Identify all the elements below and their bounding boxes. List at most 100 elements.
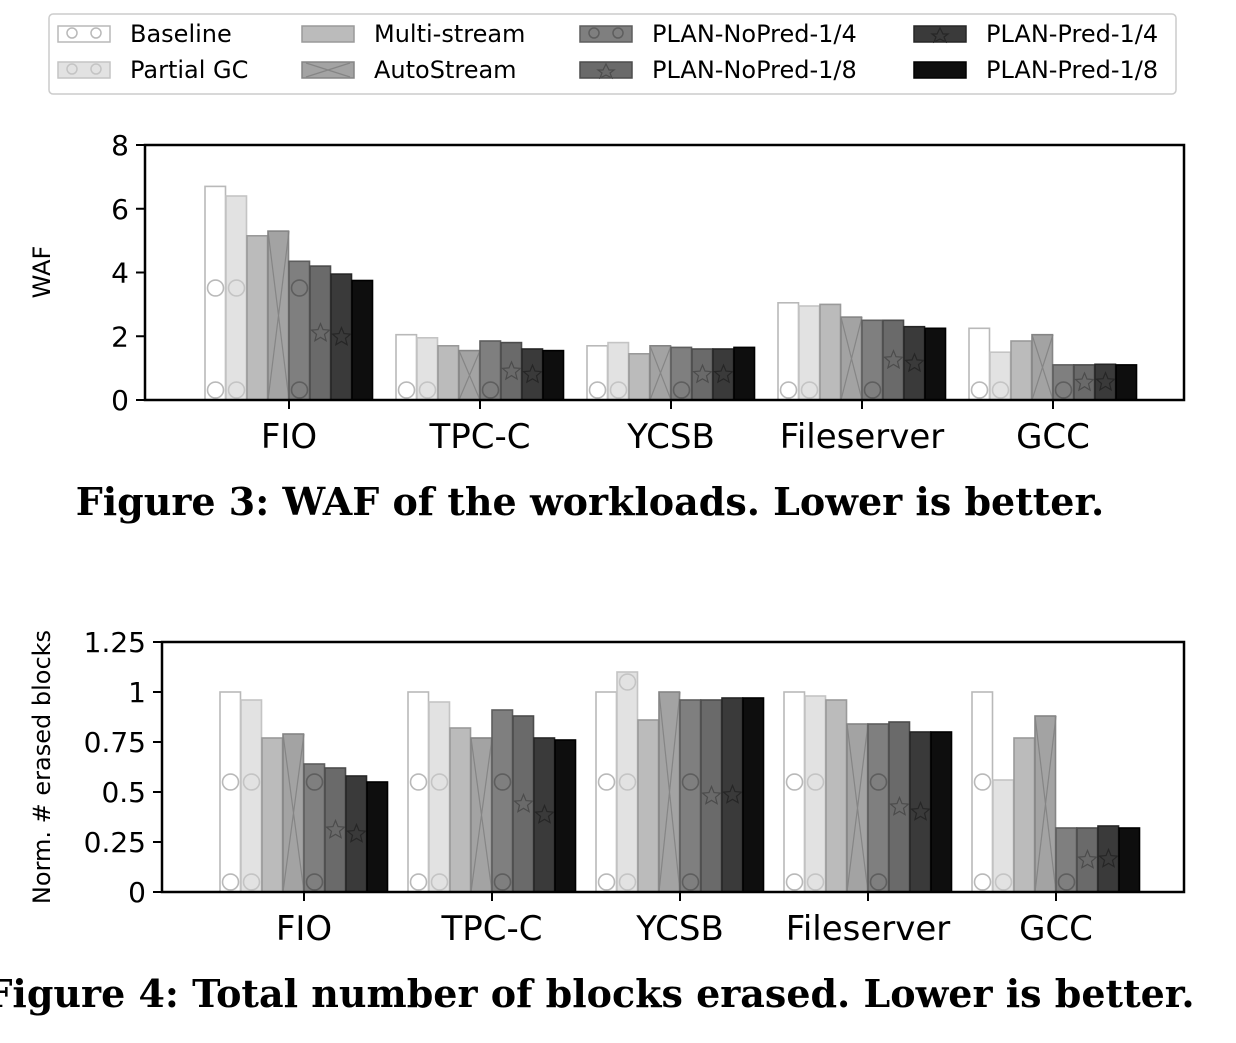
bar-ycsb-plan-nopred-1-4 [679, 699, 702, 893]
bar-ycsb-plan-pred-1-4 [712, 348, 735, 401]
bar-hatch [658, 691, 681, 893]
bar-hatch [397, 381, 416, 399]
chart-waf-ylabel: WAF [28, 246, 56, 299]
bar-hatch [618, 873, 637, 891]
bar-tpc-c-plan-nopred-1-8 [500, 341, 523, 401]
bar-fio-partial-gc [240, 699, 263, 893]
legend-label-plan-nopred-1-8: PLAN-NoPred-1/8 [652, 56, 857, 84]
bar-gcc-partial-gc [992, 779, 1015, 893]
chart-waf-axes: FIO TPC-C YCSB Fileserver GCC 0 2 4 6 8 [111, 129, 1090, 457]
chart-erased-blocks-ylabel: Norm. # erased blocks [28, 630, 56, 904]
bar-ycsb-plan-nopred-1-8 [700, 699, 723, 893]
bar-hatch [609, 381, 628, 399]
bar-fileserver-multi-stream [825, 699, 848, 893]
legend-label-plan-nopred-1-4: PLAN-NoPred-1/4 [652, 20, 857, 48]
bar-hatch [994, 873, 1013, 891]
bar-fio-plan-nopred-1-8 [309, 265, 332, 401]
bar-hatch [869, 873, 888, 891]
bar-hatch [806, 773, 825, 791]
bar-fileserver-plan-pred-1-4 [909, 731, 932, 893]
bar-hatch [242, 773, 261, 791]
legend-hatch [930, 26, 950, 44]
bar-hatch [521, 363, 544, 384]
bar-hatch [430, 873, 449, 891]
x-tick-label-ycsb: YCSB [626, 417, 715, 457]
bar-fileserver-plan-nopred-1-4 [867, 723, 890, 893]
bar-hatch [588, 381, 607, 399]
figure-3-caption: Figure 3: WAF of the workloads. Lower is… [76, 479, 1104, 524]
bar-hatch [409, 873, 428, 891]
bar-fio-plan-pred-1-8 [351, 279, 374, 401]
y-tick-label: 0.25 [84, 826, 146, 859]
bar-fio-plan-nopred-1-4 [288, 260, 311, 401]
bar-hatch [418, 381, 437, 399]
legend-hatch [90, 63, 102, 75]
legend-swatch-plan-pred-1-8 [913, 61, 967, 79]
bar-hatch [206, 279, 225, 297]
legend-label-multi-stream: Multi-stream [374, 20, 525, 48]
bar-fio-plan-pred-1-4 [345, 775, 368, 893]
bar-hatch [721, 783, 744, 804]
bar-gcc-multi-stream [1010, 340, 1033, 401]
legend: Baseline Partial GC Multi-stream AutoStream… [48, 13, 1177, 95]
chart-erased-blocks: FIO TPC-C YCSB Fileserver GCC 0 0.25 0.5 0.75 1 1.… [0, 626, 1195, 1016]
bar-gcc-multi-stream [1013, 737, 1036, 893]
chart-erased-blocks-frame [160, 640, 1186, 894]
legend-swatch-plan-nopred-1-4 [579, 25, 633, 43]
y-tick-label: 4 [111, 257, 129, 290]
y-tick-label: 8 [111, 129, 129, 162]
bar-hatch [305, 873, 324, 891]
x-tick-label-fileserver: Fileserver [780, 417, 945, 457]
bar-hatch [227, 381, 246, 399]
bar-hatch [290, 381, 309, 399]
bar-tpc-c-plan-nopred-1-4 [491, 709, 514, 893]
legend-items: Baseline Partial GC Multi-stream AutoStream… [57, 20, 1158, 84]
bar-hatch [806, 873, 825, 891]
bar-gcc-plan-pred-1-4 [1094, 363, 1117, 401]
figure-4-caption: Figure 4: Total number of blocks erased.… [0, 971, 1195, 1016]
bar-hatch [282, 733, 305, 893]
bar-hatch [1034, 715, 1057, 893]
bar-hatch [430, 773, 449, 791]
bar-fio-plan-nopred-1-8 [324, 767, 347, 893]
legend-hatch [612, 27, 624, 39]
legend-label-partial-gc: Partial GC [130, 56, 248, 84]
bar-hatch [206, 381, 225, 399]
x-tick-label-gcc: GCC [1019, 909, 1093, 949]
bar-fio-multi-stream [246, 235, 269, 401]
bar-hatch [481, 381, 500, 399]
bar-hatch [290, 279, 309, 297]
bar-hatch [493, 773, 512, 791]
bar-hatch [1074, 371, 1095, 392]
bar-ycsb-plan-nopred-1-8 [691, 348, 714, 401]
bar-ycsb-baseline [595, 691, 618, 893]
y-tick-label: 1.25 [84, 626, 146, 659]
bar-hatch [227, 279, 246, 297]
bar-hatch [221, 773, 240, 791]
legend-label-baseline: Baseline [130, 20, 232, 48]
bar-hatch [458, 350, 481, 401]
bar-hatch [618, 673, 637, 691]
bar-tpc-c-plan-pred-1-4 [521, 348, 544, 401]
chart-erased-blocks-bars [219, 671, 1141, 893]
legend-swatch-baseline [57, 25, 111, 43]
bar-hatch [310, 322, 331, 342]
bar-hatch [1076, 848, 1099, 869]
bar-tpc-c-plan-pred-1-4 [533, 737, 556, 893]
legend-hatch [588, 27, 600, 39]
bar-fio-plan-pred-1-4 [330, 273, 353, 401]
bar-fileserver-plan-pred-1-8 [924, 327, 947, 401]
bar-hatch [597, 873, 616, 891]
bar-hatch [909, 800, 932, 821]
bar-hatch [1054, 381, 1073, 399]
legend-label-autostream: AutoStream [374, 56, 517, 84]
bar-hatch [681, 773, 700, 791]
bar-hatch [840, 316, 863, 401]
bar-ycsb-multi-stream [628, 352, 651, 401]
bar-gcc-plan-pred-1-4 [1097, 825, 1120, 893]
bar-gcc-plan-pred-1-8 [1115, 364, 1138, 401]
x-tick-label-ycsb: YCSB [635, 909, 724, 949]
legend-hatch [90, 27, 102, 39]
bar-hatch [785, 773, 804, 791]
bar-hatch [700, 784, 723, 805]
